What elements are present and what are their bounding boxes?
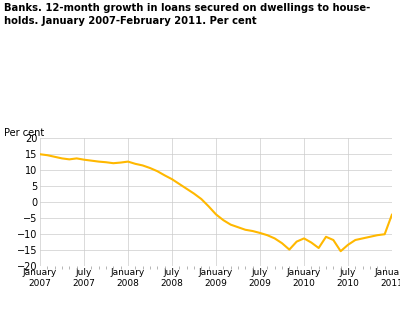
Text: Banks. 12-month growth in loans secured on dwellings to house-
holds. January 20: Banks. 12-month growth in loans secured … xyxy=(4,3,370,26)
Text: Per cent: Per cent xyxy=(4,128,44,138)
